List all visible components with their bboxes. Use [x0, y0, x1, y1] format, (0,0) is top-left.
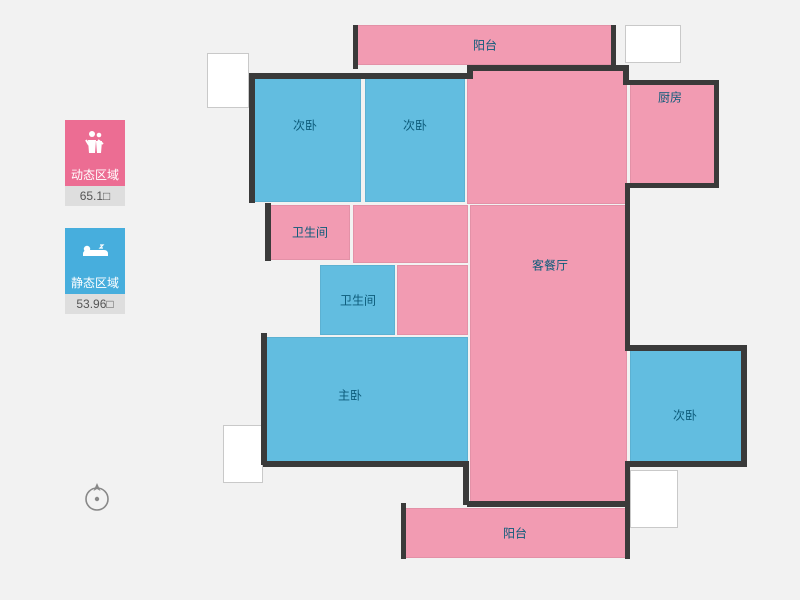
wall-segment	[249, 73, 469, 79]
room-balcony-bot	[405, 508, 627, 558]
wall-segment	[467, 65, 627, 71]
exterior-alcove	[207, 53, 249, 108]
wall-segment	[265, 203, 271, 261]
room-corridor-mid	[353, 205, 468, 263]
wall-segment	[401, 503, 406, 559]
room-corridor-top	[467, 69, 627, 204]
wall-segment	[625, 183, 719, 188]
wall-segment	[625, 183, 630, 348]
legend-dynamic: 动态区域 65.1□	[60, 120, 130, 206]
wall-segment	[261, 333, 267, 465]
legend-static: 静态区域 53.96□	[60, 228, 130, 314]
exterior-alcove	[630, 470, 678, 528]
compass-icon	[80, 480, 114, 514]
wall-segment	[467, 501, 629, 507]
exterior-alcove	[223, 425, 263, 483]
sleep-icon	[65, 228, 125, 272]
floorplan: 阳台次卧次卧厨房卫生间客餐厅卫生间主卧次卧阳台	[235, 25, 745, 565]
room-bathroom2	[320, 265, 395, 335]
wall-segment	[714, 80, 719, 188]
wall-segment	[627, 461, 747, 467]
legend-static-value: 53.96□	[65, 294, 125, 314]
people-icon	[65, 120, 125, 164]
room-balcony-top	[355, 25, 615, 65]
exterior-alcove	[625, 25, 681, 63]
wall-segment	[625, 503, 630, 559]
wall-segment	[623, 80, 719, 85]
legend-static-title: 静态区域	[65, 272, 125, 294]
room-bedroom2-mid	[365, 77, 465, 202]
room-bedroom2-rt	[630, 350, 745, 465]
wall-segment	[463, 461, 469, 505]
room-kitchen	[630, 80, 715, 185]
wall-segment	[353, 25, 358, 69]
wall-segment	[741, 345, 747, 467]
wall-segment	[249, 73, 255, 203]
legend-dynamic-title: 动态区域	[65, 164, 125, 186]
legend-dynamic-value: 65.1□	[65, 186, 125, 206]
room-bedroom2-left	[253, 77, 361, 202]
room-bathroom1	[270, 205, 350, 260]
wall-segment	[611, 25, 616, 69]
wall-segment	[263, 461, 469, 467]
wall-segment	[625, 345, 747, 351]
wall-segment	[625, 461, 630, 505]
legend: 动态区域 65.1□ 静态区域 53.96□	[60, 120, 130, 336]
room-master	[265, 337, 468, 465]
room-hall-mid	[397, 265, 468, 335]
room-living	[470, 205, 627, 505]
